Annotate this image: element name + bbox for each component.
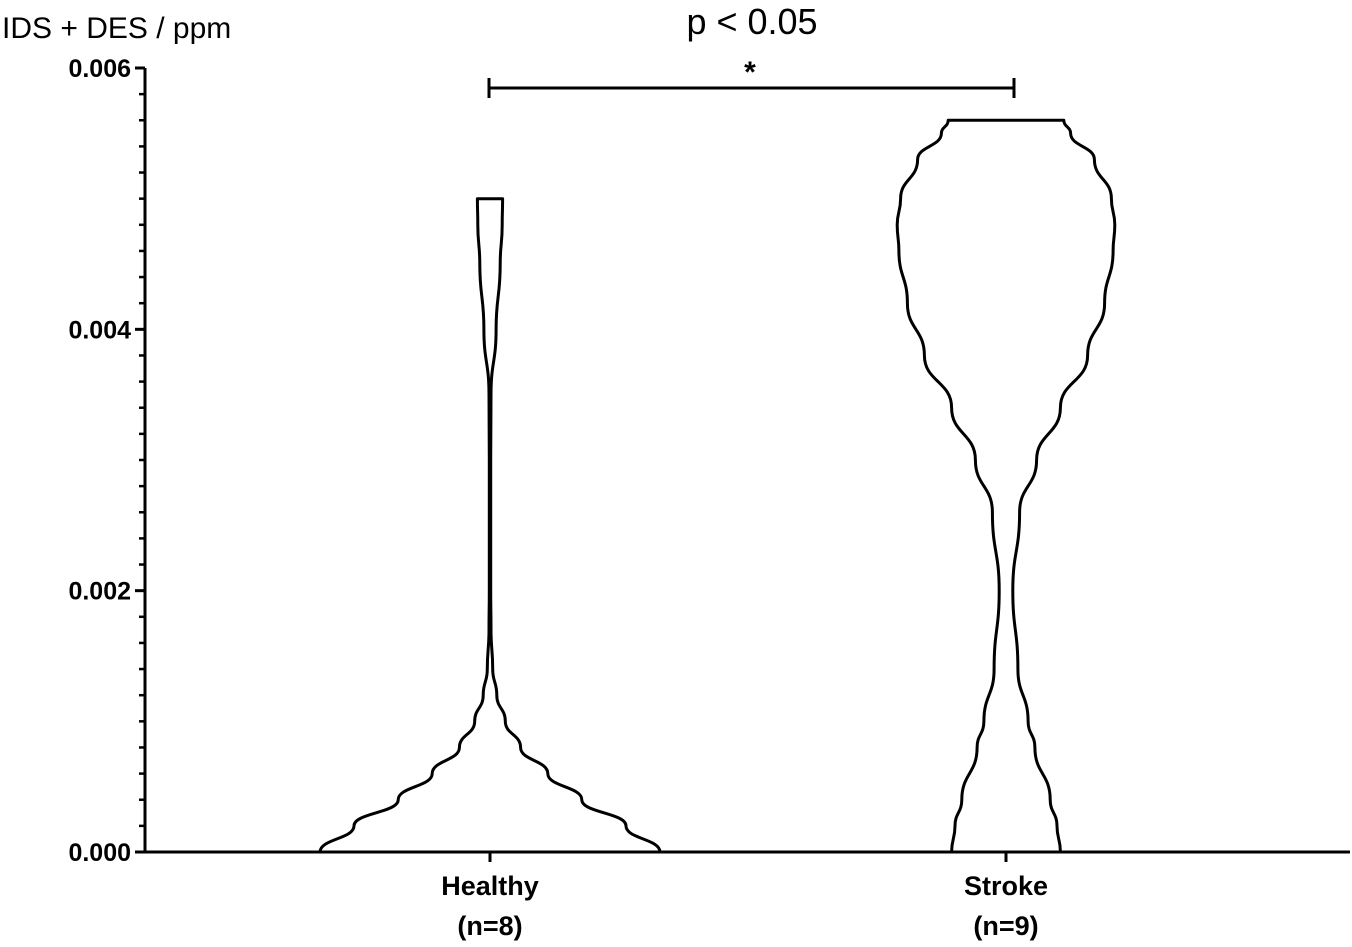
x-category-n-label: (n=9) [973,911,1038,941]
x-category-label: Healthy [441,871,539,901]
violin-healthy [318,197,662,854]
y-axis-ticks: 0.000 0.002 0.004 0.006 [68,55,145,867]
y-tick-label: 0.002 [68,578,131,606]
y-tick-label: 0.000 [68,839,131,867]
significance-bracket: * [487,56,1016,98]
violin-stroke [895,118,1117,854]
y-axis-title: IDS + DES / ppm [2,12,231,45]
x-axis-labels: Healthy (n=8) Stroke (n=9) [441,852,1048,941]
x-category-n-label: (n=8) [457,911,522,941]
violins [318,118,1117,854]
x-category-label: Stroke [964,871,1048,901]
significance-marker: * [744,56,756,89]
p-value-annotation: p < 0.05 [686,1,817,42]
y-tick-label: 0.004 [68,316,131,344]
y-tick-label: 0.006 [68,55,131,83]
axes [143,68,1350,854]
